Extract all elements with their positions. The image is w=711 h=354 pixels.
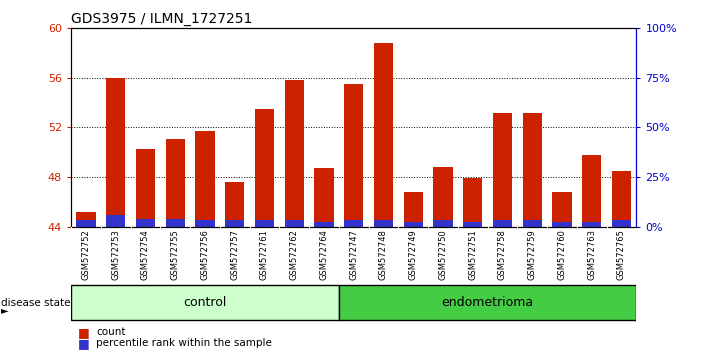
Bar — [374, 43, 393, 227]
Bar — [106, 215, 125, 227]
Bar — [552, 222, 572, 227]
Bar — [611, 171, 631, 227]
Bar — [166, 138, 185, 227]
Bar — [582, 222, 602, 227]
Bar — [493, 113, 512, 227]
Bar — [463, 178, 482, 227]
Bar — [166, 219, 185, 227]
Text: percentile rank within the sample: percentile rank within the sample — [96, 338, 272, 348]
Bar — [255, 109, 274, 227]
Bar — [196, 220, 215, 227]
Bar — [136, 219, 155, 227]
Bar — [404, 222, 423, 227]
Text: ►: ► — [1, 305, 9, 315]
Bar — [284, 220, 304, 227]
Bar — [552, 192, 572, 227]
Bar — [344, 220, 363, 227]
Bar — [339, 285, 636, 320]
Bar — [433, 167, 453, 227]
Bar — [76, 220, 96, 227]
Bar — [463, 222, 482, 227]
Text: count: count — [96, 327, 125, 337]
Bar — [433, 220, 453, 227]
Text: endometrioma: endometrioma — [442, 296, 534, 309]
Bar — [314, 168, 333, 227]
Bar — [493, 220, 512, 227]
Bar — [225, 182, 245, 227]
Bar — [344, 84, 363, 227]
Bar — [611, 220, 631, 227]
Bar — [374, 220, 393, 227]
Bar — [106, 78, 125, 227]
Text: ■: ■ — [78, 337, 90, 350]
Bar — [582, 155, 602, 227]
Bar — [404, 192, 423, 227]
Bar — [71, 285, 339, 320]
Text: GDS3975 / ILMN_1727251: GDS3975 / ILMN_1727251 — [71, 12, 252, 26]
Bar — [196, 131, 215, 227]
Bar — [523, 113, 542, 227]
Bar — [136, 149, 155, 227]
Bar — [255, 220, 274, 227]
Text: ■: ■ — [78, 326, 90, 338]
Text: control: control — [183, 296, 227, 309]
Bar — [284, 80, 304, 227]
Bar — [523, 220, 542, 227]
Bar — [76, 212, 96, 227]
Bar — [314, 222, 333, 227]
Bar — [225, 220, 245, 227]
Text: disease state: disease state — [1, 298, 70, 308]
